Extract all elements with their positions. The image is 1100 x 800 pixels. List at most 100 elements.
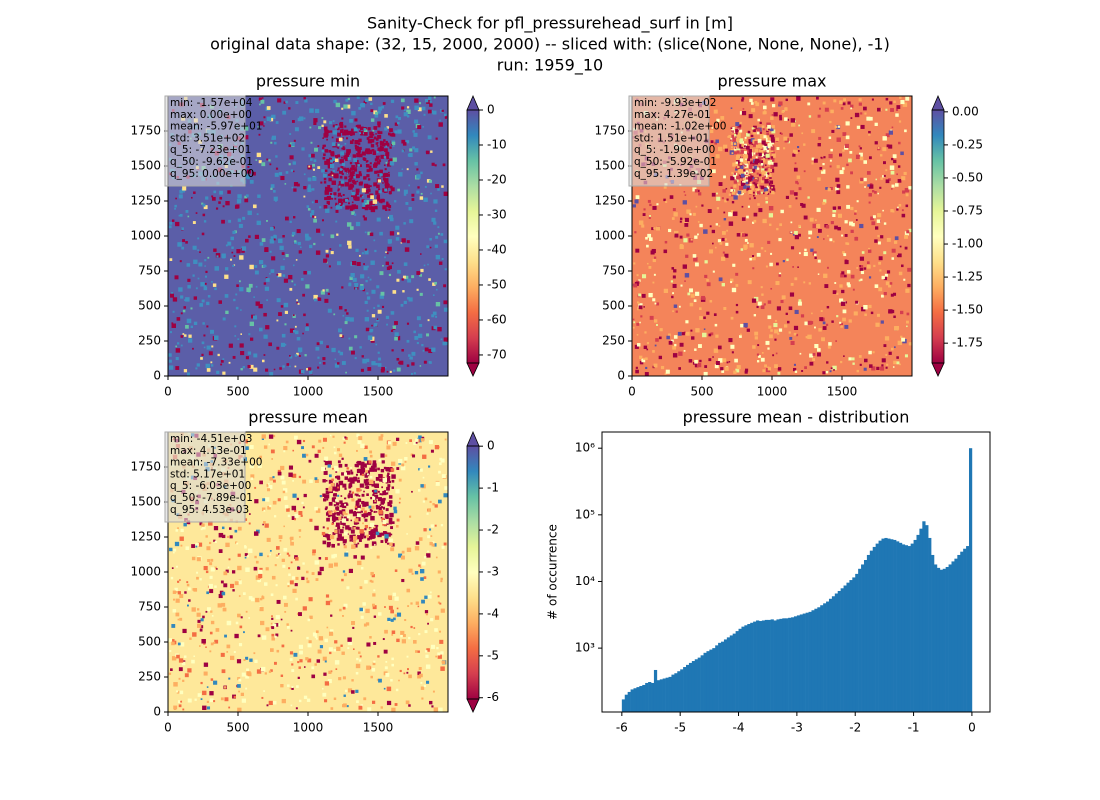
heatmap-texture xyxy=(855,219,858,221)
heatmap-texture xyxy=(761,170,764,173)
heatmap-texture xyxy=(430,535,433,537)
heatmap-texture xyxy=(708,358,712,362)
heatmap-texture xyxy=(258,327,263,332)
heatmap-texture xyxy=(323,460,326,463)
heatmap-texture xyxy=(289,133,292,135)
histogram-bar xyxy=(680,669,684,712)
heatmap-texture xyxy=(763,156,767,160)
heatmap-texture xyxy=(769,223,772,227)
heatmap-texture xyxy=(377,467,380,471)
heatmap-texture xyxy=(809,361,814,366)
heatmap-texture xyxy=(351,211,355,215)
heatmap-texture xyxy=(344,142,347,145)
heatmap-texture xyxy=(339,124,344,129)
heatmap-texture xyxy=(836,315,839,318)
heatmap-texture xyxy=(641,224,645,228)
heatmap-texture xyxy=(364,250,369,255)
heatmap-texture xyxy=(291,576,296,580)
heatmap-texture xyxy=(867,247,871,251)
heatmap-texture xyxy=(886,363,889,366)
heatmap-texture xyxy=(305,657,309,661)
heatmap-texture xyxy=(764,143,768,147)
heatmap-texture xyxy=(268,443,271,446)
heatmap-texture xyxy=(354,478,358,482)
histogram-bar xyxy=(782,618,786,712)
heatmap-texture xyxy=(288,107,291,110)
heatmap-texture xyxy=(201,202,204,205)
heatmap-texture xyxy=(257,463,262,469)
x-tick-label: 500 xyxy=(691,385,714,399)
histogram-bar xyxy=(688,662,693,712)
heatmap-texture xyxy=(327,679,332,684)
heatmap-texture xyxy=(203,346,206,349)
heatmap-texture xyxy=(392,157,397,162)
heatmap-texture xyxy=(281,558,285,562)
heatmap-texture xyxy=(764,364,767,368)
heatmap-texture xyxy=(678,305,681,308)
heatmap-texture xyxy=(634,344,639,349)
heatmap-texture xyxy=(893,346,896,349)
heatmap-texture xyxy=(427,263,429,266)
stats-line: mean: -5.97e+01 xyxy=(170,121,262,133)
heatmap-texture xyxy=(346,104,351,109)
heatmap-texture xyxy=(257,578,261,582)
heatmap-texture xyxy=(364,231,367,234)
x-tick-label: -1 xyxy=(908,721,920,735)
heatmap-texture xyxy=(778,101,783,106)
y-axis-label: # of occurrence xyxy=(546,524,560,620)
heatmap-texture xyxy=(653,363,658,368)
heatmap-texture xyxy=(720,367,724,371)
heatmap-texture xyxy=(814,253,817,257)
heatmap-texture xyxy=(768,213,774,218)
heatmap-texture xyxy=(736,159,741,164)
heatmap-texture xyxy=(308,367,312,371)
heatmap-texture xyxy=(818,328,822,332)
heatmap-texture xyxy=(257,580,260,583)
heatmap-texture xyxy=(289,287,293,291)
heatmap-texture xyxy=(767,172,770,175)
heatmap-texture xyxy=(210,567,215,572)
heatmap-texture xyxy=(739,158,744,162)
heatmap-texture xyxy=(337,132,341,137)
heatmap-texture xyxy=(342,198,345,202)
stats-line: min: -1.57e+04 xyxy=(170,97,253,109)
heatmap-texture xyxy=(244,553,248,557)
heatmap-texture xyxy=(752,221,755,224)
heatmap-texture xyxy=(228,361,231,364)
heatmap-texture xyxy=(269,117,274,122)
heatmap-texture xyxy=(202,690,207,696)
heatmap-texture xyxy=(866,116,871,121)
heatmap-texture xyxy=(375,476,380,481)
heatmap-texture xyxy=(672,292,675,295)
heatmap-texture xyxy=(759,156,762,158)
heatmap-texture xyxy=(331,513,336,517)
heatmap-texture xyxy=(885,133,890,138)
heatmap-texture xyxy=(343,703,347,708)
heatmap-texture xyxy=(385,154,389,158)
heatmap-texture xyxy=(389,217,394,222)
heatmap-texture xyxy=(387,246,392,252)
heatmap-texture xyxy=(439,639,444,644)
stats-line: min: -9.93e+02 xyxy=(634,97,716,109)
heatmap-texture xyxy=(377,195,380,198)
heatmap-texture xyxy=(265,627,270,632)
heatmap-texture xyxy=(753,219,757,223)
heatmap-texture xyxy=(196,557,201,562)
heatmap-texture xyxy=(263,582,268,586)
heatmap-texture xyxy=(194,698,197,701)
heatmap-texture xyxy=(263,264,266,268)
heatmap-texture xyxy=(369,527,372,530)
heatmap-texture xyxy=(359,130,361,132)
heatmap-texture xyxy=(235,306,239,310)
heatmap-texture xyxy=(389,146,392,149)
heatmap-texture xyxy=(254,265,258,268)
heatmap-texture xyxy=(303,173,306,176)
heatmap-texture xyxy=(423,528,427,532)
heatmap-texture xyxy=(414,546,420,551)
heatmap-texture xyxy=(324,507,328,511)
heatmap-texture xyxy=(298,644,304,649)
heatmap-texture xyxy=(788,205,792,208)
heatmap-texture xyxy=(348,492,351,495)
heatmap-texture xyxy=(781,110,785,113)
